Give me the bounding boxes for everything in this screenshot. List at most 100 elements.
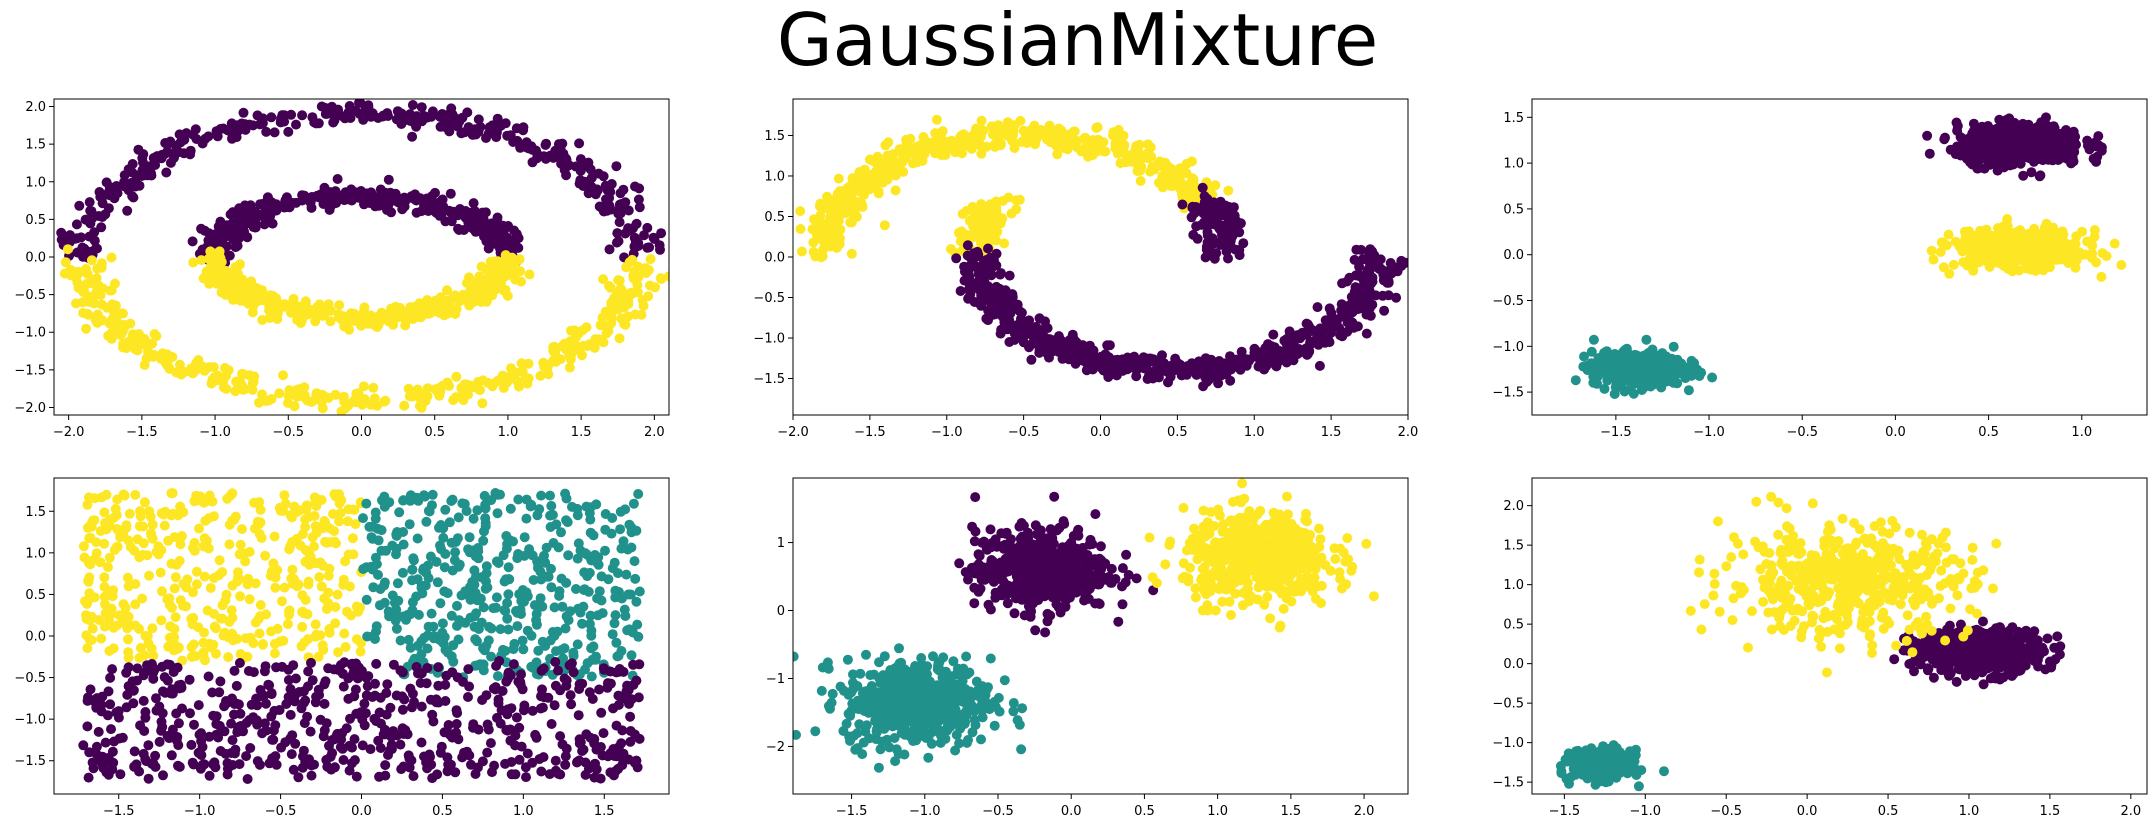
scatter-point xyxy=(615,201,626,212)
scatter-point xyxy=(2004,113,2015,124)
y-tick-label: 1.5 xyxy=(1503,111,1524,126)
y-tick-label: 2.0 xyxy=(25,100,46,115)
scatter-point xyxy=(1352,321,1363,332)
scatter-point xyxy=(2041,112,2051,123)
scatter-point xyxy=(224,616,235,627)
scatter-point xyxy=(330,602,341,612)
scatter-point xyxy=(245,632,256,643)
scatter-point xyxy=(819,238,830,249)
scatter-point xyxy=(539,361,550,372)
scatter-point xyxy=(344,101,355,111)
scatter-point xyxy=(127,191,138,202)
scatter-point xyxy=(1686,370,1697,381)
scatter-point xyxy=(999,238,1010,249)
scatter-point xyxy=(330,389,341,400)
scatter-point xyxy=(974,285,985,296)
scatter-point xyxy=(220,595,231,606)
scatter-point xyxy=(2017,145,2028,156)
scatter-point xyxy=(134,552,145,563)
scatter-point xyxy=(1969,245,1980,255)
scatter-point xyxy=(238,369,249,380)
scatter-point xyxy=(240,556,251,567)
scatter-point xyxy=(133,144,144,155)
scatter-point xyxy=(325,187,336,198)
scatter-point xyxy=(288,302,299,313)
scatter-point xyxy=(1268,329,1279,340)
scatter-point xyxy=(119,490,130,501)
scatter-point xyxy=(269,648,280,659)
scatter-point xyxy=(403,634,414,645)
scatter-point xyxy=(1197,182,1208,193)
scatter-point xyxy=(200,655,210,666)
scatter-point xyxy=(543,369,554,380)
scatter-point xyxy=(134,623,145,634)
scatter-point xyxy=(2015,254,2026,265)
scatter-point xyxy=(494,240,505,251)
scatter-point xyxy=(229,514,240,525)
scatter-point xyxy=(1392,266,1403,277)
scatter-point xyxy=(946,135,957,146)
scatter-point xyxy=(897,157,908,168)
scatter-point xyxy=(266,626,276,637)
scatter-point xyxy=(996,268,1006,279)
scatter-point xyxy=(339,189,349,200)
scatter-point xyxy=(1121,149,1132,160)
scatter-point xyxy=(95,526,106,536)
scatter-point xyxy=(355,646,366,657)
scatter-point xyxy=(414,298,425,309)
scatter-point xyxy=(156,508,167,519)
scatter-point xyxy=(245,284,256,295)
scatter-point xyxy=(277,596,287,607)
scatter-point xyxy=(187,236,198,247)
scatter-point xyxy=(1163,377,1173,388)
scatter-point xyxy=(875,174,886,185)
scatter-point xyxy=(255,504,266,515)
scatter-point xyxy=(328,509,338,519)
scatter-point xyxy=(99,538,110,549)
scatter-point xyxy=(623,223,634,234)
scatter-point xyxy=(298,192,309,203)
scatter-point xyxy=(123,611,134,622)
scatter-point xyxy=(78,285,89,296)
scatter-point xyxy=(248,120,259,131)
scatter-point xyxy=(319,516,330,526)
scatter-point xyxy=(1375,263,1386,274)
subplot-1: −2.0 −1.5 −1.0 −0.5 0.0 0.5 1.0 1.5 2.0−2.0−1.5−… xyxy=(14,98,670,440)
scatter-point xyxy=(225,289,236,300)
scatter-point xyxy=(208,511,219,522)
scatter-point xyxy=(127,329,138,340)
scatter-point xyxy=(235,259,245,270)
scatter-point xyxy=(1225,351,1235,362)
scatter-point xyxy=(266,198,277,209)
scatter-point xyxy=(275,117,286,128)
scatter-point xyxy=(1118,356,1128,366)
scatter-point xyxy=(983,243,993,254)
scatter-point xyxy=(103,203,114,214)
scatter-point xyxy=(130,489,141,500)
scatter-point xyxy=(1351,282,1362,293)
scatter-point xyxy=(491,223,502,234)
scatter-point xyxy=(196,223,207,234)
scatter-point xyxy=(309,492,320,503)
scatter-point xyxy=(390,301,401,312)
scatter-point xyxy=(134,652,145,663)
scatter-point xyxy=(603,325,614,336)
scatter-point xyxy=(1630,368,1641,379)
scatter-point xyxy=(982,206,993,217)
scatter-point xyxy=(56,227,67,238)
scatter-point xyxy=(518,125,529,136)
scatter-point xyxy=(185,145,196,156)
scatter-point xyxy=(1696,367,1707,378)
scatter-point xyxy=(471,222,482,233)
x-tick-label: 2.0 xyxy=(644,425,665,440)
scatter-point xyxy=(358,381,369,392)
scatter-point xyxy=(1660,355,1671,366)
scatter-point xyxy=(383,193,394,204)
scatter-point xyxy=(951,253,962,264)
scatter-point xyxy=(2026,167,2037,178)
scatter-point xyxy=(890,185,901,196)
scatter-point xyxy=(1968,265,1979,276)
y-tick-label: 1.0 xyxy=(25,175,46,190)
scatter-point xyxy=(1235,364,1246,375)
scatter-point xyxy=(1377,290,1388,301)
